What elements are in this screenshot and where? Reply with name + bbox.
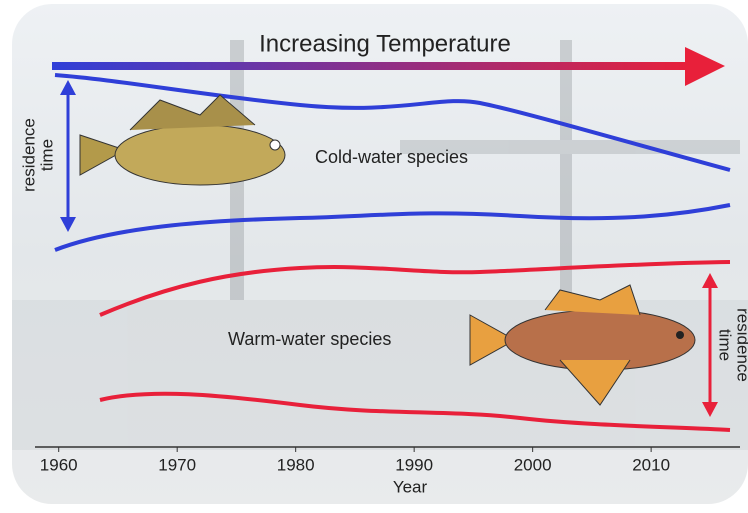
residence-label: time xyxy=(716,329,735,361)
x-tick-label: 1960 xyxy=(40,455,78,474)
cold-label: Cold-water species xyxy=(315,147,468,167)
x-tick-label: 2010 xyxy=(632,455,670,474)
residence-label: residence xyxy=(734,308,748,382)
x-tick-label: 1980 xyxy=(277,455,315,474)
x-tick-label: 2000 xyxy=(514,455,552,474)
x-tick-label: 1990 xyxy=(395,455,433,474)
title: Increasing Temperature xyxy=(259,30,511,57)
x-axis-label: Year xyxy=(393,477,428,496)
figure: Increasing Temperature residence time Co… xyxy=(0,0,748,508)
warm-label: Warm-water species xyxy=(228,329,391,349)
residence-label: residence xyxy=(19,118,38,192)
x-tick-label: 1970 xyxy=(158,455,196,474)
temperature-arrow xyxy=(52,62,692,70)
residence-label: time xyxy=(37,139,56,171)
